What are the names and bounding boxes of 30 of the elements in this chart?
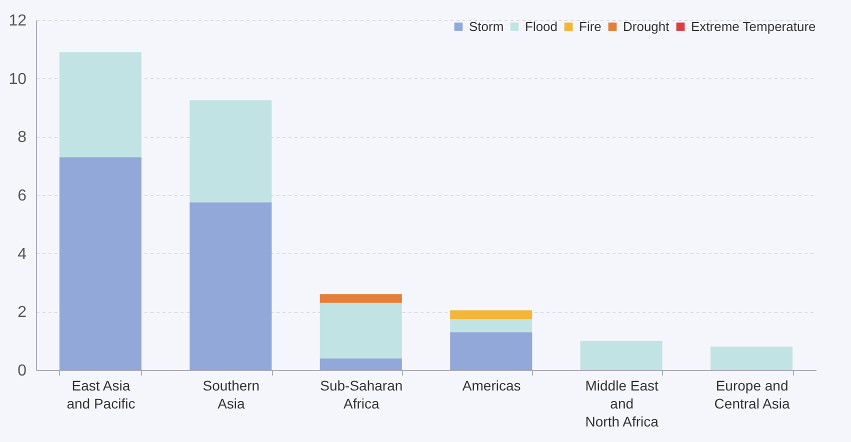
y-tick-label: 2: [18, 304, 27, 322]
x-tick-label: Middle East and North Africa: [585, 378, 659, 430]
x-tick-label: Sub-Saharan Africa: [320, 378, 403, 412]
y-tick-label: 8: [18, 129, 27, 146]
y-tick-label: 6: [18, 188, 27, 204]
bar: [59, 157, 142, 370]
x-tick-label: Europe and Central Asia: [714, 378, 790, 412]
y-tick-label: 12: [8, 12, 27, 30]
legend-label: Extreme Temperature: [691, 18, 816, 34]
bar: [320, 294, 402, 303]
y-tick-label: 4: [18, 246, 27, 263]
x-tick-label: Americas: [462, 378, 521, 394]
bar: [190, 100, 272, 202]
legend-label: Flood: [525, 18, 558, 34]
bar: [320, 358, 402, 370]
bar: [190, 202, 272, 370]
bar: [450, 318, 532, 332]
y-tick-label: 0: [18, 362, 27, 380]
legend-label: Fire: [579, 18, 602, 34]
bar: [320, 302, 402, 358]
legend-label: Storm: [469, 18, 504, 34]
x-tick-label: East Asia and Pacific: [66, 378, 136, 412]
x-tick-label: Southern Asia: [202, 378, 260, 412]
bar: [710, 346, 793, 370]
bar: [580, 340, 662, 370]
bar: [59, 52, 142, 158]
y-tick-label: 10: [8, 70, 27, 88]
legend-label: Drought: [623, 18, 670, 34]
bar: [450, 310, 532, 319]
bar: [450, 332, 532, 370]
